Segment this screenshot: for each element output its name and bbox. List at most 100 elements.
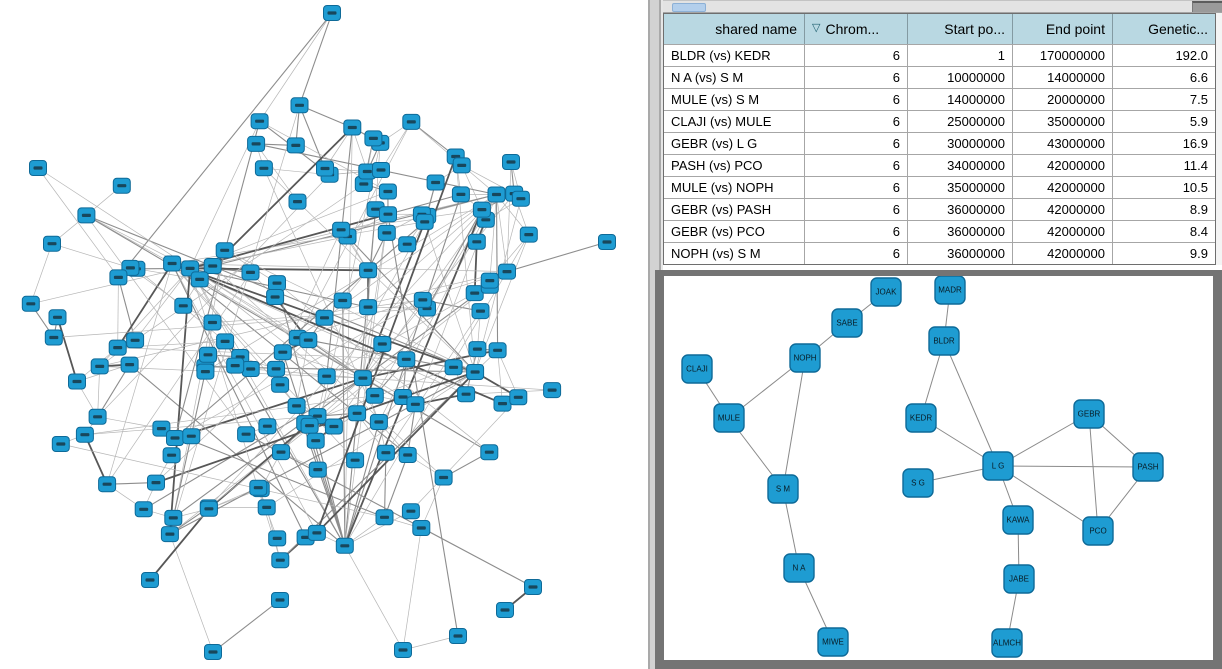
table-row[interactable]: GEBR (vs) PASH 6 36000000 42000000 8.9 [664, 198, 1215, 220]
table-cell[interactable]: 6 [805, 67, 908, 88]
table-row[interactable]: GEBR (vs) L G 6 30000000 43000000 16.9 [664, 132, 1215, 154]
network-node[interactable] [141, 572, 159, 588]
network-node[interactable] [271, 552, 290, 569]
network-node[interactable]: S M [767, 474, 799, 504]
network-node[interactable] [496, 602, 514, 618]
network-edge[interactable] [380, 121, 412, 171]
network-node[interactable] [90, 358, 109, 375]
network-edge[interactable] [387, 214, 459, 637]
network-edge[interactable] [37, 167, 119, 278]
network-edge[interactable] [385, 310, 481, 453]
table-row[interactable]: BLDR (vs) KEDR 6 1 170000000 192.0 [664, 44, 1215, 66]
network-edge[interactable] [208, 285, 491, 508]
network-node[interactable] [215, 242, 234, 259]
table-cell[interactable]: CLAJI (vs) MULE [664, 111, 805, 132]
table-cell[interactable]: 42000000 [1013, 155, 1113, 176]
network-edge[interactable] [420, 477, 444, 529]
table-cell[interactable]: N A (vs) S M [664, 67, 805, 88]
network-node[interactable] [216, 333, 235, 350]
network-node[interactable] [333, 292, 352, 309]
network-edge[interactable] [172, 263, 508, 272]
network-edge[interactable] [344, 545, 404, 651]
network-node[interactable] [88, 408, 107, 425]
network-node[interactable] [29, 160, 47, 176]
network-node[interactable] [199, 346, 217, 363]
network-node[interactable] [373, 336, 392, 352]
network-node[interactable] [241, 361, 260, 377]
network-node[interactable] [426, 174, 445, 191]
table-cell[interactable]: 7.5 [1189, 92, 1208, 107]
network-edge[interactable] [212, 599, 281, 653]
network-node[interactable] [316, 160, 334, 177]
network-node[interactable] [241, 264, 260, 281]
network-node[interactable]: MIWE [817, 627, 849, 657]
network-edge[interactable] [117, 12, 333, 278]
network-node[interactable] [359, 299, 378, 316]
network-edge[interactable] [117, 277, 119, 348]
network-edge[interactable] [402, 635, 459, 651]
network-node[interactable] [444, 359, 463, 376]
network-node[interactable]: SABE [831, 308, 863, 338]
network-edge[interactable] [56, 317, 78, 382]
network-node[interactable]: BLDR [928, 326, 960, 356]
network-node[interactable]: L G [982, 451, 1014, 481]
network-node[interactable] [290, 97, 309, 114]
network-node[interactable] [147, 474, 165, 491]
network-edge[interactable] [297, 271, 508, 339]
network-node[interactable] [287, 397, 306, 414]
table-cell[interactable]: GEBR (vs) PCO [664, 221, 805, 242]
network-node[interactable] [376, 444, 395, 461]
network-node[interactable] [487, 186, 506, 203]
table-cell[interactable]: 36000000 [908, 243, 1013, 264]
network-edge[interactable] [51, 243, 131, 269]
network-node[interactable] [68, 373, 86, 390]
network-edge[interactable] [171, 263, 307, 538]
network-node[interactable] [196, 363, 215, 380]
network-node[interactable] [406, 396, 425, 413]
network-node[interactable] [43, 235, 61, 252]
network-node[interactable]: MADR [934, 276, 966, 305]
subnetwork-canvas[interactable]: JOAK MADR SABE BLDR NOPH CLAJI MULE KEDR GEBR L G… [664, 276, 1213, 660]
table-cell[interactable]: 6 [805, 199, 908, 220]
network-node[interactable] [465, 285, 484, 302]
network-node[interactable] [226, 357, 245, 374]
table-row[interactable]: N A (vs) S M 6 10000000 14000000 6.6 [664, 66, 1215, 88]
table-cell[interactable]: 6 [805, 243, 908, 264]
table-cell[interactable]: 8.9 [1189, 202, 1208, 217]
network-node[interactable] [160, 526, 179, 543]
table-cell[interactable]: 6 [805, 177, 908, 198]
network-edge[interactable] [255, 143, 298, 202]
network-edge[interactable] [276, 282, 490, 453]
network-node[interactable] [204, 644, 222, 660]
network-node[interactable] [98, 476, 117, 493]
network-node[interactable] [472, 201, 491, 218]
network-edge[interactable] [1088, 413, 1099, 532]
network-edge[interactable] [343, 209, 483, 547]
table-row[interactable]: CLAJI (vs) MULE 6 25000000 35000000 5.9 [664, 110, 1215, 132]
network-node[interactable] [48, 309, 67, 326]
network-node[interactable] [358, 163, 377, 180]
network-node[interactable] [308, 461, 327, 478]
network-node[interactable] [401, 503, 420, 520]
network-node[interactable]: JABE [1003, 564, 1035, 594]
network-node[interactable] [268, 275, 286, 292]
network-node[interactable] [51, 436, 70, 452]
network-node[interactable] [397, 351, 416, 368]
column-header-shared-name[interactable]: shared name [664, 14, 805, 44]
network-node[interactable] [247, 135, 266, 152]
network-node[interactable] [457, 386, 476, 403]
network-node[interactable] [452, 157, 471, 174]
network-node[interactable] [511, 190, 530, 207]
network-edge[interactable] [402, 527, 422, 651]
network-edge[interactable] [97, 364, 131, 418]
network-edge[interactable] [134, 183, 364, 341]
network-node[interactable]: PCO [1082, 516, 1114, 546]
table-cell[interactable]: 6 [805, 111, 908, 132]
table-cell[interactable]: 42000000 [1013, 177, 1113, 198]
network-node[interactable] [598, 234, 616, 250]
table-cell[interactable]: 35000000 [1013, 111, 1113, 132]
network-node[interactable] [250, 113, 269, 130]
network-node[interactable] [543, 382, 562, 399]
network-edge[interactable] [169, 533, 214, 653]
network-edge[interactable] [106, 263, 173, 485]
